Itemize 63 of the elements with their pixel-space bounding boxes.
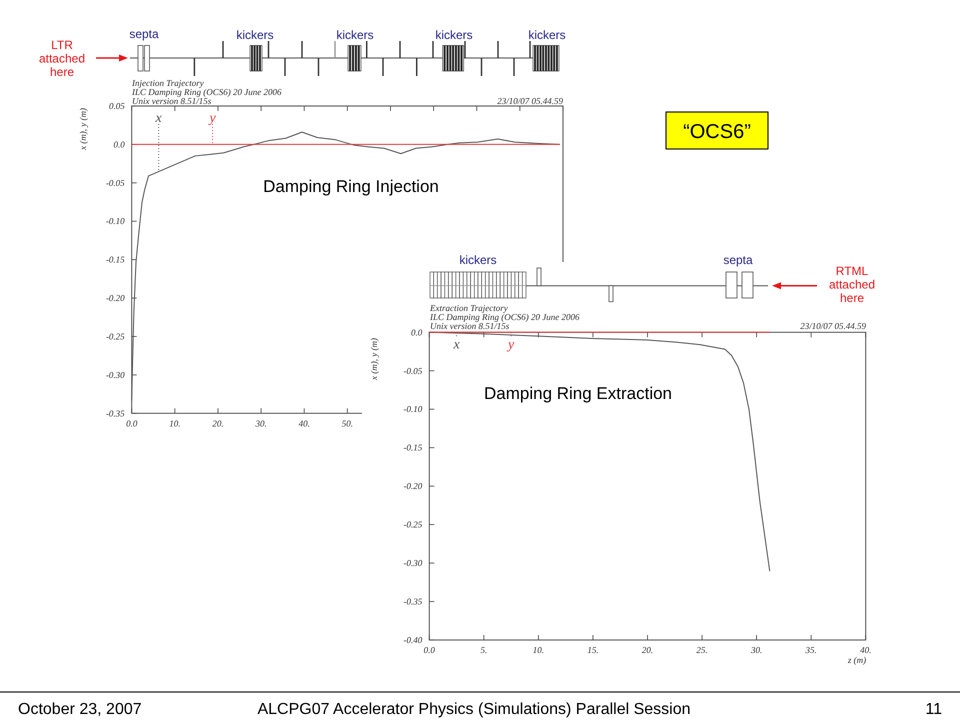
x-tick-label: 20. — [212, 418, 224, 428]
y-tick-label: 0.05 — [108, 101, 126, 111]
y-tick-label: 0.0 — [411, 327, 423, 338]
x-tick-label: 50. — [342, 418, 353, 428]
annotation: Unix version 8.51/15s — [430, 321, 510, 331]
y-tick-label: -0.35 — [106, 408, 126, 418]
y-tick-label: -0.25 — [404, 520, 423, 530]
y-tick-label: -0.30 — [404, 558, 423, 568]
x-tick-label: 5. — [480, 645, 488, 655]
y-tick-label: -0.40 — [404, 635, 423, 645]
text: October 23, 2007 — [18, 701, 142, 718]
y-tick-label: -0.15 — [404, 442, 423, 453]
text: septa — [723, 253, 753, 267]
y-tick-label: -0.30 — [106, 370, 126, 380]
y-tick-label: 0.0 — [113, 139, 126, 150]
text: “OCS6” — [683, 121, 751, 143]
text: septa — [129, 27, 159, 41]
annotation: kickers — [459, 253, 497, 267]
y-axis-title: x (m), y (m) — [78, 108, 88, 151]
text: 11 — [925, 701, 942, 718]
chart-subtitle: ILC Damping Ring (OCS6) 20 June 2006 — [429, 312, 580, 322]
annotation: Damping Ring Injection — [263, 177, 439, 196]
x-tick-label: 30. — [254, 418, 267, 428]
x-tick-label: 10. — [532, 645, 544, 655]
y-tick-label: -0.05 — [404, 366, 423, 376]
text: ALCPG07 Accelerator Physics (Simulations) Parallel Session — [257, 701, 691, 718]
y-tick-label: -0.15 — [106, 254, 126, 265]
x-tick-label: 10. — [169, 418, 180, 428]
text: kickers — [528, 28, 566, 42]
y-tick-label: -0.20 — [404, 481, 423, 492]
x-tick-label: 35. — [804, 645, 817, 655]
annotation: Damping Ring Extraction — [484, 384, 672, 403]
chart-title: Injection Trajectory — [131, 78, 204, 88]
y-tick-label: -0.25 — [106, 331, 126, 342]
text: kickers — [435, 28, 473, 42]
x-axis-title: z (m) — [846, 655, 866, 665]
text: RTML attached here — [828, 264, 876, 305]
legend-label: y — [506, 337, 516, 352]
x-tick-label: 30. — [750, 645, 762, 655]
x-tick-label: 20. — [642, 645, 654, 655]
text: LTR attached here — [38, 38, 86, 79]
y-tick-label: -0.10 — [404, 404, 423, 414]
y-axis-title: x (m), y (m) — [369, 338, 379, 381]
text: x — [154, 111, 163, 126]
y-tick-label: -0.10 — [106, 216, 126, 226]
x-tick-label: 15. — [587, 645, 599, 655]
text: kickers — [236, 28, 274, 42]
x-tick-label: 25. — [696, 645, 708, 655]
x-tick-label: 0.0 — [126, 418, 138, 428]
text: 23/10/07 05.44.59 — [497, 96, 564, 106]
x-tick-label: 40. — [860, 645, 872, 655]
y-tick-label: -0.05 — [106, 178, 126, 188]
x-tick-label: 0.0 — [424, 645, 436, 655]
chart-subtitle: ILC Damping Ring (OCS6) 20 June 2006 — [131, 87, 282, 97]
y-tick-label: -0.35 — [404, 596, 423, 607]
text: 23/10/07 05.44.59 — [800, 321, 866, 331]
y-tick-label: -0.20 — [106, 293, 126, 304]
text: kickers — [336, 28, 374, 42]
legend-label: x — [452, 337, 460, 352]
series-label: y — [207, 111, 216, 126]
chart-title: Extraction Trajectory — [429, 303, 508, 313]
text: Unix version 8.51/15s — [132, 96, 212, 106]
x-tick-label: 40. — [298, 418, 310, 428]
